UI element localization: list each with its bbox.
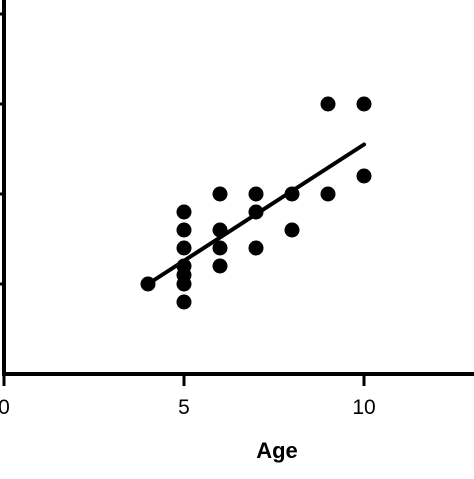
data-point-9 — [212, 222, 228, 238]
data-point-15 — [284, 186, 300, 202]
data-point-17 — [320, 96, 336, 112]
axes — [2, 0, 474, 376]
data-point-6 — [176, 276, 192, 292]
data-point-7 — [176, 294, 192, 310]
axis-labels: 0 5 10 Age — [0, 396, 376, 463]
data-point-2 — [176, 222, 192, 238]
data-point-12 — [248, 186, 264, 202]
data-points — [140, 96, 372, 310]
x-tick-label-10: 10 — [352, 396, 375, 419]
data-point-8 — [212, 186, 228, 202]
data-point-16 — [284, 222, 300, 238]
data-point-1 — [176, 204, 192, 220]
x-tick-label-5: 5 — [178, 396, 190, 419]
x-tick-label-0: 0 — [0, 396, 10, 419]
data-point-19 — [356, 96, 372, 112]
data-point-14 — [248, 240, 264, 256]
data-point-3 — [176, 240, 192, 256]
data-point-10 — [212, 240, 228, 256]
data-point-11 — [212, 258, 228, 274]
x-axis-title: Age — [256, 438, 298, 463]
data-point-0 — [140, 276, 156, 292]
axis-ticks — [0, 12, 366, 386]
data-point-20 — [356, 168, 372, 184]
data-point-18 — [320, 186, 336, 202]
data-point-13 — [248, 204, 264, 220]
